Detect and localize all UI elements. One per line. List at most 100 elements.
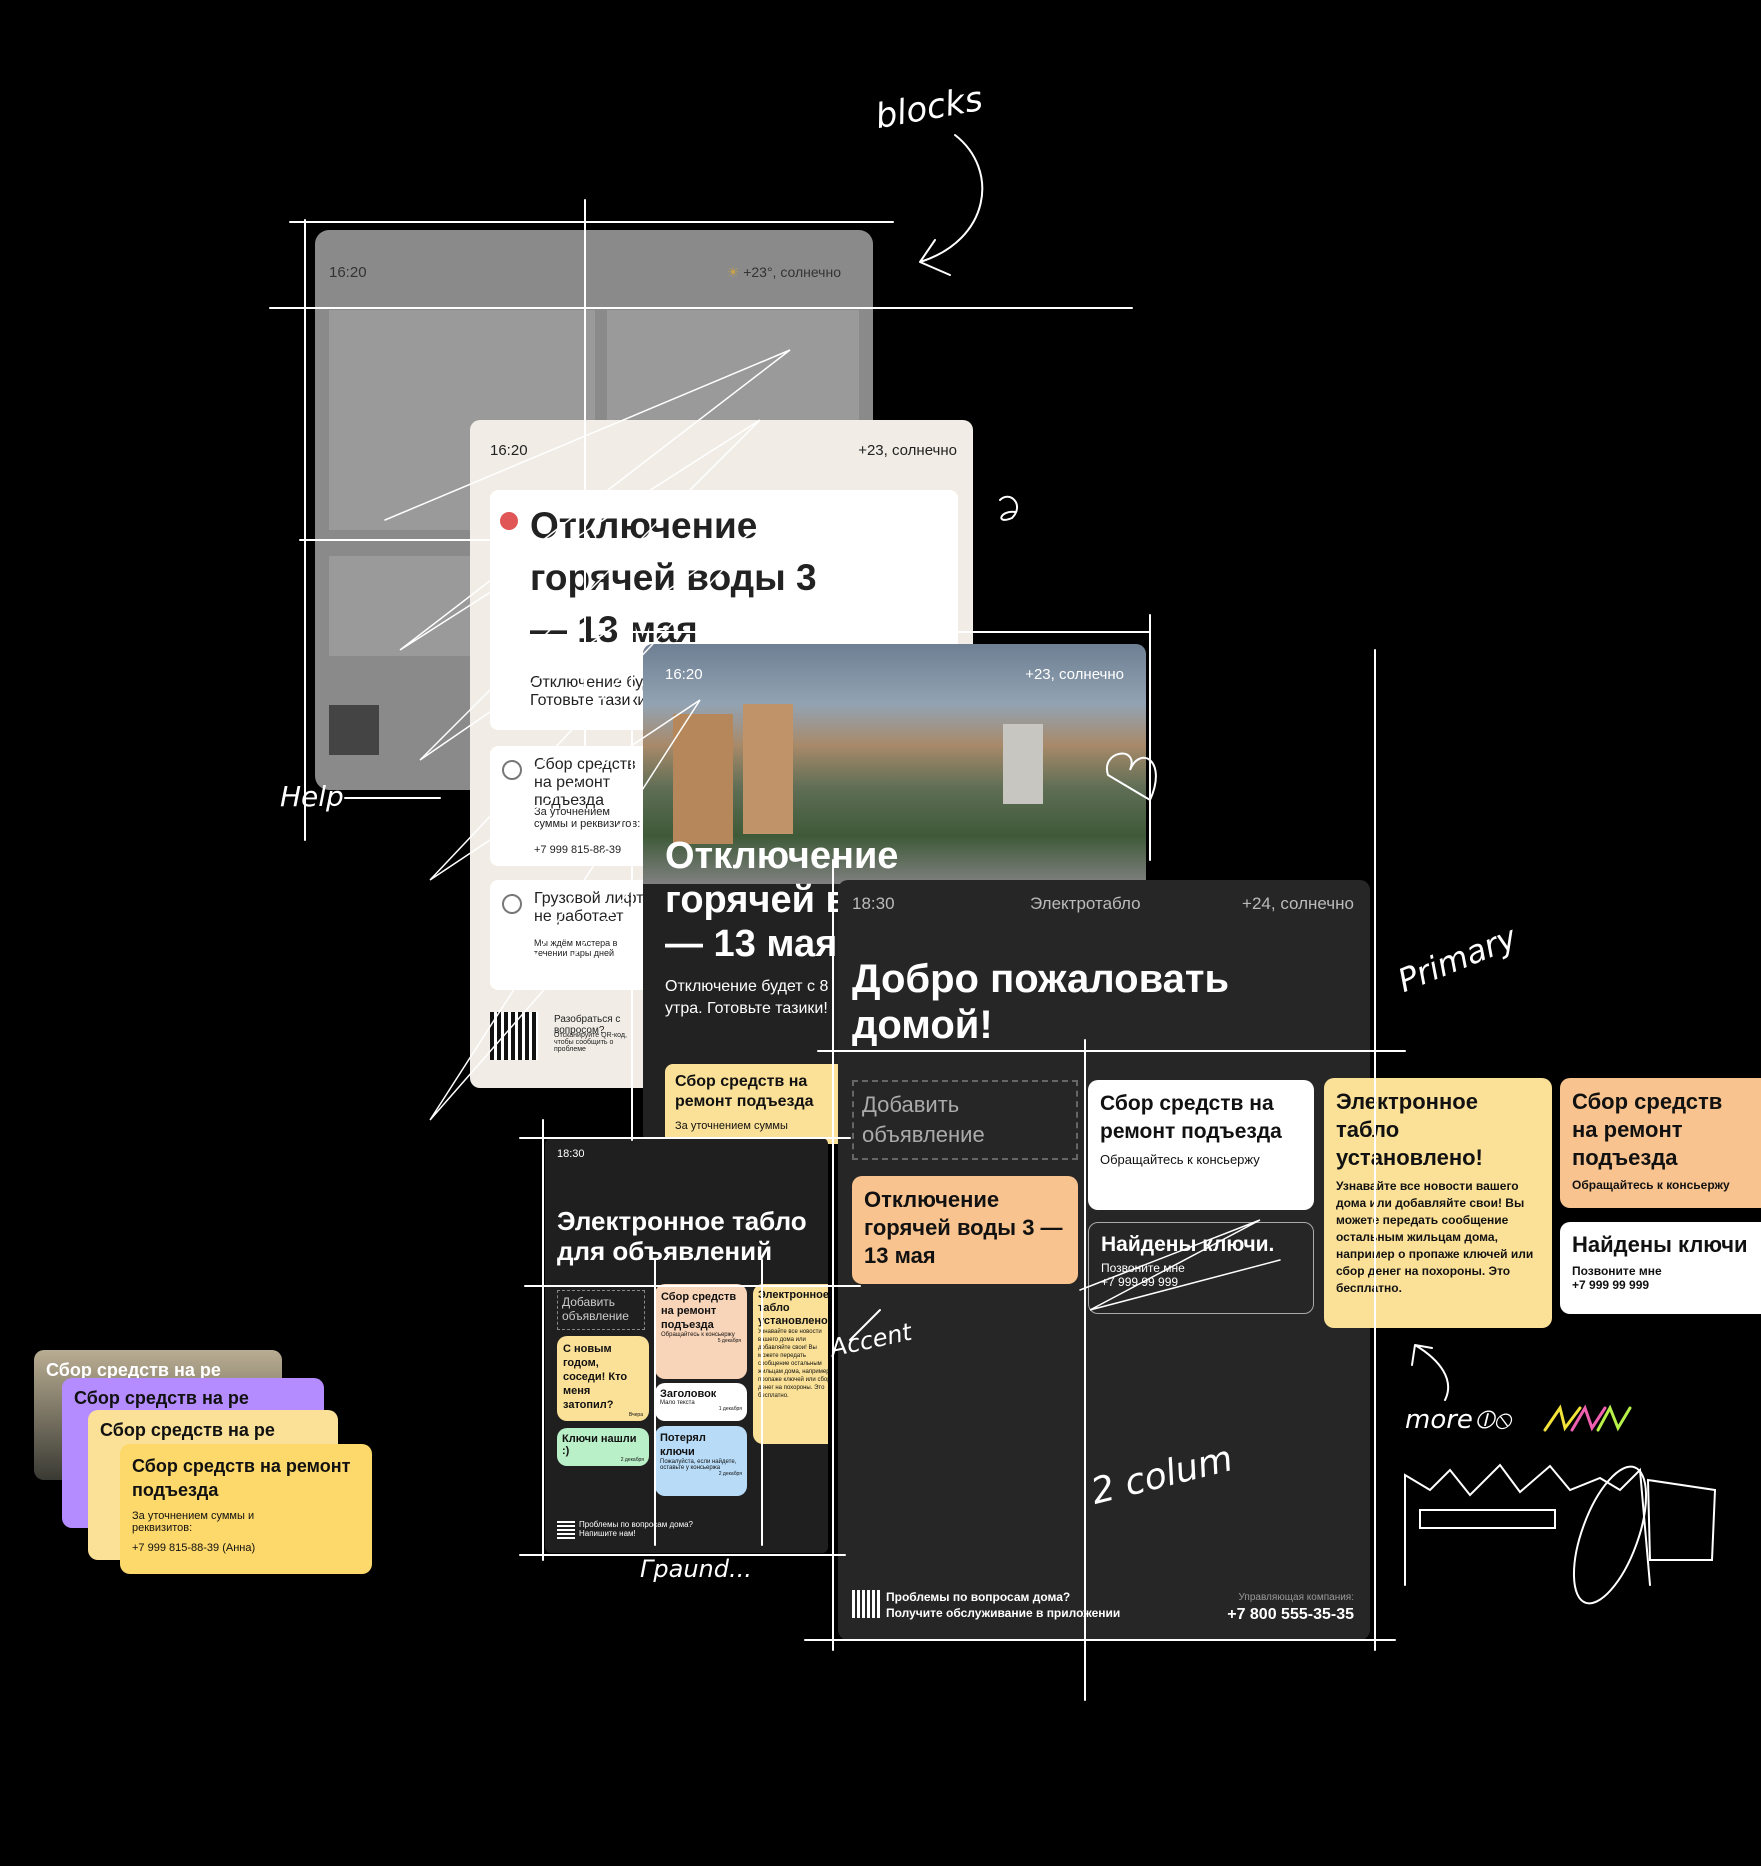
- cream-item1-text: За уточнением суммы и реквизитов:: [534, 806, 641, 830]
- main-card-water: Отключение горячей воды 3 — 13 мая: [852, 1176, 1078, 1284]
- photo-weather: +23, солнечно: [1025, 666, 1124, 683]
- small-card-board: Электронное табло установлено! Узнавайте…: [753, 1284, 828, 1444]
- small-card-newyear: С новым годом, соседи! Кто меня затопил?…: [557, 1336, 649, 1421]
- small-c5-meta: 2 декабря: [718, 1471, 742, 1477]
- small-title: Электронное табло для объявлений: [557, 1206, 807, 1266]
- small-c4-text: Мало текста: [660, 1400, 695, 1406]
- sun-icon: ☀: [726, 264, 740, 280]
- small-time: 18:30: [557, 1148, 585, 1160]
- tower-1: [673, 714, 733, 844]
- small-c5-text: Пожалуйста, если найдете, оставьте у кон…: [660, 1459, 737, 1471]
- photo-time: 16:20: [665, 666, 703, 683]
- small-c2-title: Ключи нашли :): [562, 1433, 637, 1457]
- small-c3-meta: 5 декабря: [717, 1338, 741, 1344]
- cream-item1-title: Сбор средств на ремонт подъезда: [534, 756, 636, 809]
- right-white-text: Позвоните мне: [1572, 1264, 1662, 1278]
- small-c1-title: С новым годом, соседи! Кто меня затопил?: [563, 1343, 628, 1411]
- cream-qr-icon: [490, 1012, 538, 1060]
- house-sketch-icon: [1404, 1463, 1651, 1586]
- small-card-heading: Заголовок Мало текста 1 декабря: [655, 1383, 747, 1421]
- annotation-more: more: [1405, 1405, 1473, 1435]
- cream-time: 16:20: [490, 442, 528, 459]
- photo-card: Сбор средств на ремонт подъезда За уточн…: [665, 1064, 865, 1144]
- drop-icon: ⦶: [1475, 1405, 1494, 1435]
- arrow-icon: [919, 134, 984, 276]
- small-card-fund: Сбор средств на ремонт подъезда Обращайт…: [655, 1284, 747, 1379]
- small-c4-title: Заголовок: [660, 1388, 717, 1400]
- tower-3: [1003, 724, 1043, 804]
- stack-front-phone: +7 999 815-88-39 (Анна): [132, 1542, 256, 1554]
- main-card-fund: Сбор средств на ремонт подъезда Обращайт…: [1088, 1080, 1314, 1210]
- main-keys-text: Позвоните мне: [1101, 1261, 1185, 1275]
- cream-item2-title: Грузовой лифт не работает: [534, 890, 644, 925]
- small-footer: Проблемы по вопросам дома? Напишите нам!: [579, 1520, 693, 1538]
- main-footer-q: Проблемы по вопросам дома?: [886, 1590, 1071, 1604]
- clock-icon-2: [502, 894, 522, 914]
- right-orange-title: Сбор средств на ремонт подъезда: [1572, 1089, 1723, 1170]
- right-white-phone: +7 999 99 999: [1572, 1278, 1650, 1292]
- small-qr-icon: [557, 1521, 575, 1539]
- small-add-button[interactable]: Добавить объявление: [557, 1290, 645, 1330]
- photo-card-text: За уточнением суммы: [675, 1120, 788, 1132]
- main-keys-phone: +7 999 99 999: [1101, 1275, 1179, 1289]
- main-time: 18:30: [852, 894, 895, 913]
- stack-card-front: Сбор средств на ремонт подъезда За уточн…: [120, 1444, 372, 1574]
- yellow-scribble-icon: [1543, 1404, 1582, 1432]
- green-scribble-icon: [1596, 1404, 1632, 1432]
- main-footer-sub: Получите обслуживание в приложении: [886, 1606, 1121, 1620]
- annotation-help: Help: [280, 780, 344, 813]
- grey-time: 16:20: [329, 264, 367, 281]
- photo-card-title: Сбор средств на ремонт подъезда: [675, 1073, 814, 1110]
- grey-weather: ☀ +23°, солнечно: [727, 264, 841, 281]
- main-name: Электротабло: [1030, 894, 1141, 913]
- main-card-keys: Найдены ключи. Позвоните мне +7 999 99 9…: [1088, 1222, 1314, 1314]
- right-card-board: Электронное табло установлено! Узнавайте…: [1324, 1078, 1552, 1328]
- drop-icon-2: ⦸: [1493, 1405, 1511, 1435]
- clock-icon: [502, 760, 522, 780]
- main-mc-phone: +7 800 555-35-35: [1227, 1606, 1354, 1623]
- photo-subtitle: Отключение будет с 8 утра. Готовьте тази…: [665, 978, 829, 1017]
- stack-back3-title: Сбор средств на ре: [100, 1420, 275, 1440]
- main-weather: +24, солнечно: [1242, 894, 1354, 913]
- stack-back1-title: Сбор средств на ре: [46, 1360, 221, 1380]
- no-water-icon: [500, 512, 518, 530]
- annotation-blocks: blocks: [872, 78, 986, 138]
- main-dark-screen: 18:30 Электротабло +24, солнечно Добро п…: [838, 880, 1370, 1640]
- arrow-icon: [1411, 1344, 1450, 1401]
- main-keys-title: Найдены ключи.: [1101, 1233, 1275, 1256]
- main-mc-label: Управляющая компания:: [1238, 1592, 1354, 1603]
- right-card-fund: Сбор средств на ремонт подъезда Обращайт…: [1560, 1078, 1761, 1208]
- small-c6-title: Электронное табло установлено!: [758, 1289, 828, 1327]
- annotation-drops: ⦶⦸: [1475, 1405, 1511, 1436]
- small-c2-meta: 2 декабря: [620, 1457, 644, 1463]
- small-c5-title: Потерял ключи: [660, 1432, 706, 1458]
- small-dark-screen: 18:30 Электронное табло для объявлений Д…: [545, 1138, 828, 1553]
- main-qr-icon: [852, 1590, 880, 1618]
- right-orange-text: Обращайтесь к консьержу: [1572, 1178, 1730, 1192]
- tower-2: [743, 704, 793, 834]
- main-fund-text: Обращайтесь к консьержу: [1100, 1152, 1260, 1167]
- oval-icon: [1572, 1465, 1648, 1605]
- small-c4-meta: 1 декабря: [718, 1406, 742, 1412]
- pink-scribble-icon: [1570, 1404, 1607, 1432]
- grey-weather-text: +23°, солнечно: [743, 264, 841, 280]
- stack-back2-title: Сбор средств на ре: [74, 1388, 249, 1408]
- main-add-label: Добавить объявление: [862, 1092, 985, 1147]
- small-card-keys: Ключи нашли :) 2 декабря: [557, 1428, 649, 1466]
- cream-weather: +23, солнечно: [858, 442, 957, 459]
- main-add-button[interactable]: Добавить объявление: [852, 1080, 1078, 1160]
- annotation-primary: Primary: [1392, 918, 1522, 1000]
- cream-alert-title: Отключение горячей воды 3 — 13 мая: [530, 505, 817, 650]
- small-c6-text: Узнавайте все новости вашего дома или до…: [758, 1329, 828, 1399]
- cream-item1-phone: +7 999 815-88-39: [534, 844, 622, 856]
- small-c3-text: Обращайтесь к консьержу: [661, 1332, 735, 1338]
- stack-front-text: За уточнением суммы и реквизитов:: [132, 1510, 255, 1534]
- small-add-label: Добавить объявление: [562, 1295, 629, 1323]
- small-c1-meta: Вчера: [628, 1412, 643, 1418]
- main-title: Добро пожаловать домой!: [852, 957, 1230, 1047]
- small-card-lostkeys: Потерял ключи Пожалуйста, если найдете, …: [655, 1426, 747, 1496]
- note-sketch-icon: [1646, 1478, 1717, 1561]
- main-fund-title: Сбор средств на ремонт подъезда: [1100, 1092, 1282, 1143]
- cream-item2-text: Мы ждём мастера в течении пары дней: [534, 938, 618, 958]
- right-white-title: Найдены ключи: [1572, 1232, 1748, 1257]
